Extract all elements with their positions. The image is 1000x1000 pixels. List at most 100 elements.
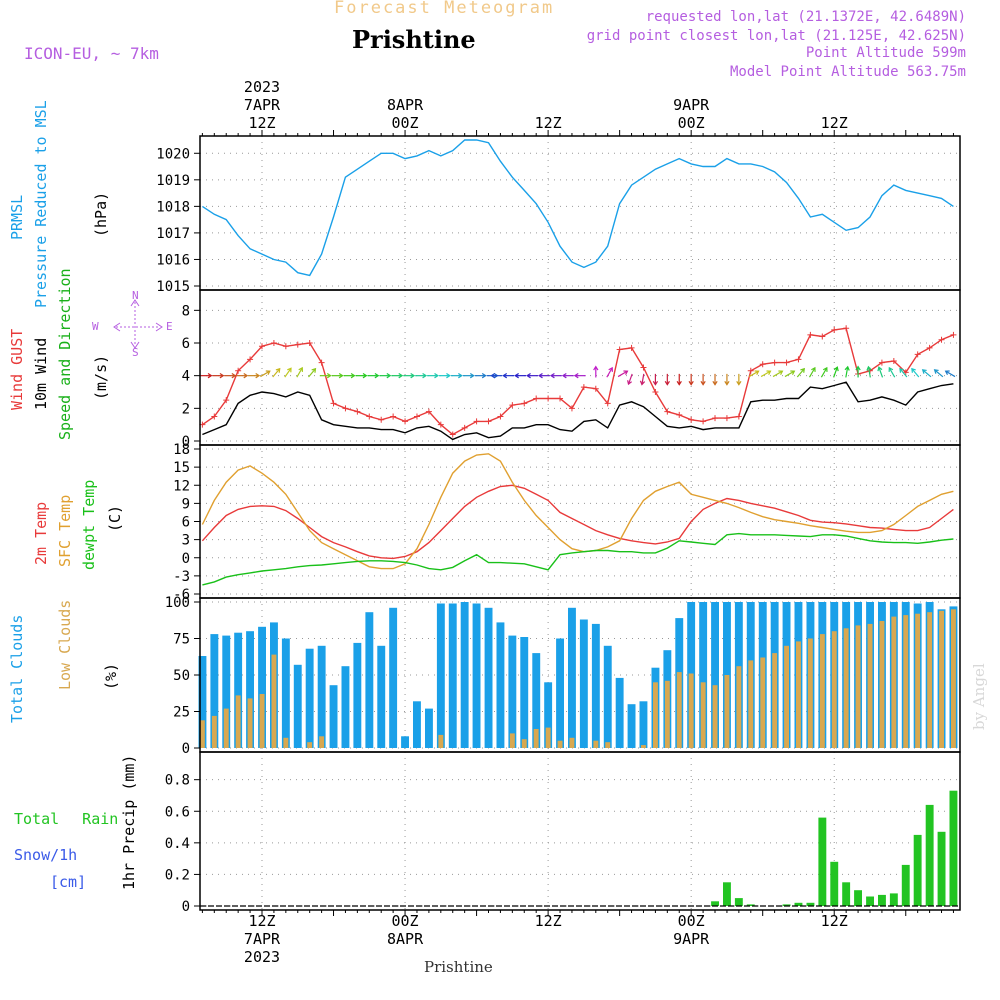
bar-total-rain [901,864,910,906]
gust-marker [592,385,599,392]
bar-total-clouds [591,623,600,748]
wind-arrowhead [561,373,567,379]
compass-north: N [132,289,139,302]
y-tick-label: 0 [182,899,190,915]
bar-total-clouds [603,645,612,748]
bottom-time-label: 9APR [673,930,710,948]
temp-unit: (C) [106,504,124,532]
precip-label-rain: Total Rain [14,810,119,828]
series-line-10m-wind [202,381,954,441]
wind-arrowhead [514,373,519,379]
y-tick-label: 0 [182,551,190,567]
top-time-label: 12Z [248,114,275,132]
wind-arrowhead [790,370,796,375]
bar-total-clouds [198,656,207,748]
wind-arrowhead [490,373,496,379]
wind-arrowhead [822,366,828,372]
bottom-time-label: 7APR [244,930,281,948]
gust-marker [700,418,707,425]
bar-total-clouds [627,704,636,748]
bar-total-clouds [293,664,302,748]
wind-arrowhead [688,380,694,386]
bar-low-clouds [796,641,801,748]
gust-marker [437,421,444,428]
bottom-time-label: 00Z [678,912,705,930]
bar-low-clouds [438,734,444,748]
bar-total-rain [806,902,815,906]
bar-low-clouds [855,625,861,748]
bar-low-clouds [569,737,575,748]
bar-low-clouds [271,654,277,748]
pressure-label-prmsl: PRMSL [8,194,26,240]
wind-arrow [772,370,783,378]
bar-low-clouds [223,708,229,748]
bar-total-clouds [341,666,350,748]
gust-marker [247,356,254,363]
y-tick-label: -3 [173,569,190,585]
wind-arrow [867,366,871,378]
wind-arrowhead [676,380,682,386]
wind-arrow [606,367,613,378]
wind-arrowhead [362,373,368,379]
bar-total-clouds [401,736,409,748]
gust-marker [723,415,730,422]
y-tick-label: 0 [182,741,190,757]
gust-marker [783,359,790,366]
model-altitude: Model Point Altitude 563.75m [729,64,966,80]
clouds-unit: (%) [102,662,120,690]
bar-total-clouds [246,631,254,748]
wind-arrowhead [911,367,916,373]
gust-marker [378,416,385,423]
top-time-label: 8APR [387,96,424,114]
wind-arrowhead [866,365,872,371]
y-tick-label: 1016 [156,252,190,268]
bar-low-clouds [557,740,563,748]
bar-total-clouds [472,603,481,748]
gust-marker [402,418,409,425]
gust-marker [664,408,671,415]
y-tick-label: 6 [182,336,190,352]
wind-label-gust: Wind GUST [8,328,26,410]
bar-total-clouds [222,635,231,748]
gust-marker [735,413,742,420]
bar-low-clouds [319,736,325,748]
bar-low-clouds [843,628,849,748]
wind-arrowhead [386,373,392,379]
series-line-sfc-temp [201,453,954,570]
wind-arrowhead [549,373,555,379]
gust-marker [545,395,552,402]
wind-arrowhead [255,373,261,379]
y-tick-label: 1017 [156,226,190,242]
bar-total-clouds [556,638,564,748]
bar-low-clouds [891,616,897,748]
wind-arrow [945,370,956,378]
watermark: by Angel [970,663,988,730]
bar-low-clouds [831,631,837,748]
gust-marker [521,400,528,407]
gust-marker [485,418,492,425]
gust-marker [366,413,373,420]
gust-marker [557,395,564,402]
top-time-label: 2023 [244,78,280,96]
gust-marker [640,364,647,371]
bar-total-clouds [389,607,398,748]
bar-low-clouds [760,657,766,748]
gust-marker [914,351,921,358]
wind-arrowhead [502,373,508,379]
wind-arrowhead [298,366,304,372]
bottom-time-label: 00Z [392,912,419,930]
wind-arrowhead [434,373,440,379]
wind-unit: (m/s) [92,354,110,400]
y-tick-label: 1018 [156,199,190,215]
wind-arrowhead [800,367,805,373]
bar-total-rain [794,902,803,906]
bar-low-clouds [939,610,944,748]
wind-arrow [808,367,816,378]
bar-total-clouds [532,653,541,748]
bottom-time-label: 12Z [248,912,275,930]
bar-low-clouds [283,737,289,748]
top-time-label: 7APR [244,96,281,114]
wind-arrowhead [833,366,839,372]
wind-arrow [260,370,271,378]
gust-marker [795,356,802,363]
